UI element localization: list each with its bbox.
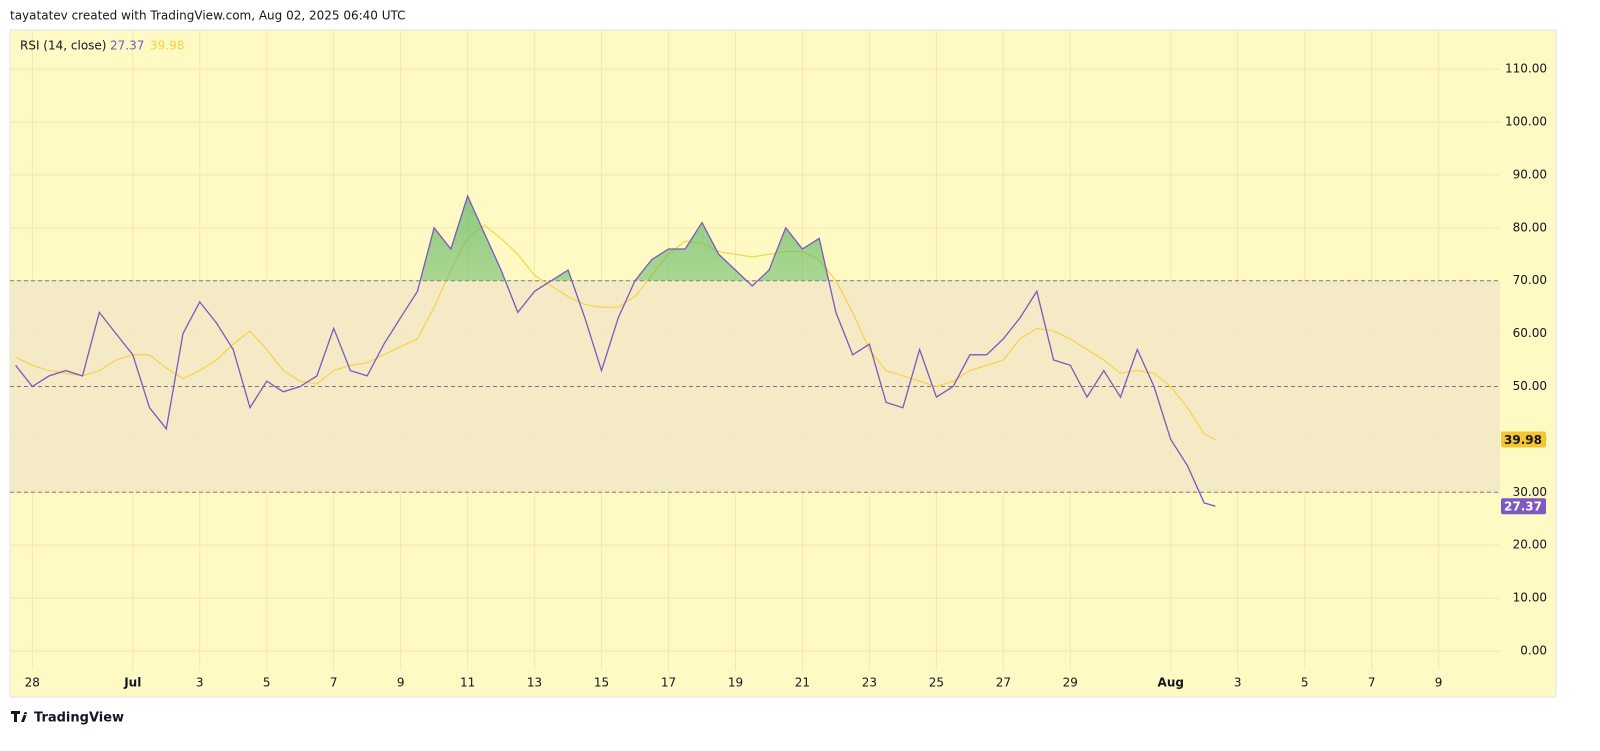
last-value-badge [1501, 431, 1546, 448]
y-tick-label: 80.00 [1513, 220, 1547, 234]
overbought-fill [420, 196, 829, 281]
footer-brand: TradingView [34, 711, 124, 726]
last-value-label: 27.37 [1504, 500, 1542, 514]
x-tick-label: Aug [1158, 676, 1184, 690]
last-value-badge [1501, 498, 1546, 515]
x-tick-label: 7 [330, 676, 338, 690]
series-line [15, 224, 1216, 440]
x-tick-label: 9 [397, 676, 405, 690]
y-tick-label: 60.00 [1513, 326, 1547, 340]
y-tick-label: 100.00 [1505, 115, 1547, 129]
x-tick-label: 7 [1368, 676, 1376, 690]
header-text: tayatatev created with TradingView.com, … [10, 9, 406, 23]
x-tick-label: 29 [1063, 676, 1078, 690]
series-line [15, 194, 1216, 507]
x-tick-label: 25 [929, 676, 944, 690]
legend-value: 27.37 [110, 39, 144, 53]
tradingview-logo [11, 711, 28, 722]
x-tick-label: 15 [594, 676, 609, 690]
y-tick-label: 30.00 [1513, 485, 1547, 499]
x-tick-label: 19 [728, 676, 743, 690]
x-tick-label: 3 [196, 676, 204, 690]
x-tick-label: 27 [996, 676, 1011, 690]
x-tick-label: 23 [862, 676, 877, 690]
y-tick-label: 0.00 [1520, 643, 1547, 657]
x-tick-label: 5 [1301, 676, 1309, 690]
x-tick-label: 3 [1234, 676, 1242, 690]
x-tick-label: 11 [460, 676, 475, 690]
y-tick-label: 10.00 [1513, 591, 1547, 605]
indicator-title: RSI (14, close) [20, 39, 106, 53]
y-tick-label: 70.00 [1513, 273, 1547, 287]
x-tick-label: 5 [263, 676, 271, 690]
y-tick-label: 110.00 [1505, 62, 1547, 76]
x-tick-label: 9 [1435, 676, 1443, 690]
legend-value: 39.98 [150, 39, 184, 53]
x-tick-label: 28 [25, 676, 40, 690]
y-tick-label: 20.00 [1513, 538, 1547, 552]
x-tick-label: Jul [123, 676, 141, 690]
last-value-label: 39.98 [1504, 433, 1542, 447]
y-tick-label: 50.00 [1513, 379, 1547, 393]
x-tick-label: 17 [661, 676, 676, 690]
x-tick-label: 21 [795, 676, 810, 690]
y-tick-label: 90.00 [1513, 167, 1547, 181]
x-tick-label: 13 [527, 676, 542, 690]
